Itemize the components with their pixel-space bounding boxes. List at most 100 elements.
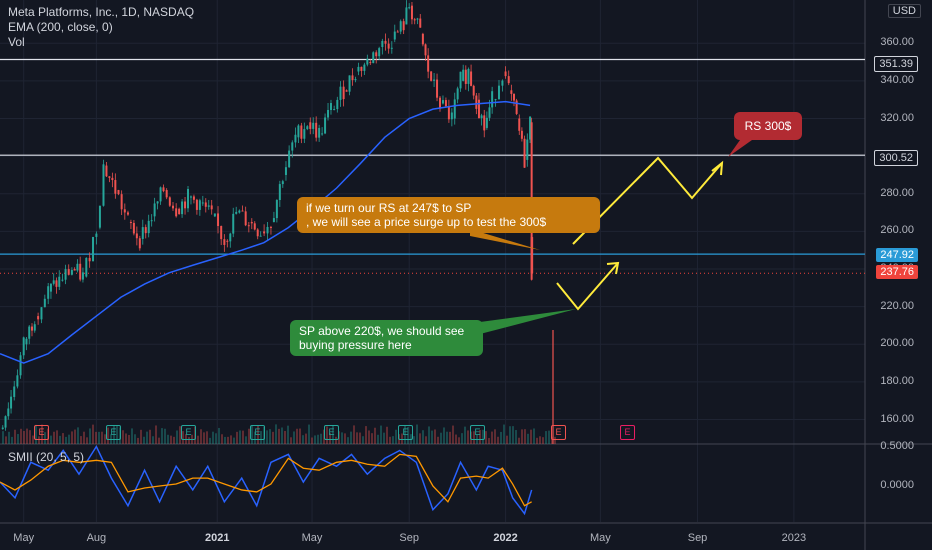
volume-bar <box>29 430 31 444</box>
earnings-badge[interactable]: E <box>181 425 196 440</box>
volume-bar <box>491 431 493 444</box>
volume-bar <box>215 433 217 444</box>
volume-bar <box>83 431 85 444</box>
candle-body <box>229 233 232 242</box>
currency-button[interactable]: USD <box>887 4 921 18</box>
volume-bar <box>80 436 82 444</box>
volume-bar <box>113 425 115 444</box>
volume-bar <box>74 429 76 444</box>
volume-bar <box>347 437 349 444</box>
candle-body <box>529 116 532 140</box>
earnings-badge[interactable]: E <box>106 425 121 440</box>
volume-bar <box>59 435 61 444</box>
volume-bar <box>296 428 298 444</box>
smii-signal-line <box>0 453 532 507</box>
volume-bar <box>227 436 229 444</box>
candle-body <box>92 236 95 262</box>
volume-bar <box>179 426 181 444</box>
candle-body <box>250 222 253 224</box>
earnings-badge[interactable]: E <box>34 425 49 440</box>
candle-body <box>150 220 153 222</box>
candle-body <box>315 122 318 138</box>
candle-body <box>387 43 390 49</box>
candle-body <box>439 97 442 109</box>
volume-bar <box>287 425 289 444</box>
rs-300-annotation[interactable]: RS 300$ <box>734 112 802 140</box>
candle-body <box>144 227 147 234</box>
orange-annotation[interactable]: if we turn our RS at 247$ to SP , we wil… <box>297 197 600 233</box>
volume-bar <box>389 436 391 444</box>
last-price-tag: 237.76 <box>876 265 918 279</box>
candle-body <box>342 86 345 100</box>
candle-body <box>470 71 473 86</box>
candle-body <box>419 18 422 28</box>
price-tick-label: 340.00 <box>880 73 914 86</box>
earnings-badge[interactable]: E <box>620 425 635 440</box>
volume-bar <box>218 427 220 444</box>
volume-bar <box>182 431 184 444</box>
candle-body <box>436 79 439 98</box>
time-tick-label: 2021 <box>204 532 230 544</box>
volume-legend[interactable]: Vol <box>8 35 25 49</box>
volume-bar <box>449 431 451 444</box>
price-tick-label: 220.00 <box>880 299 914 312</box>
candle-body <box>378 48 381 57</box>
earnings-badge[interactable]: E <box>470 425 485 440</box>
candle-body <box>1 427 4 429</box>
smii-legend[interactable]: SMII (20, 5, 5) <box>8 450 85 464</box>
volume-bar <box>368 430 370 444</box>
volume-bar <box>341 432 343 444</box>
candle-body <box>278 184 281 201</box>
candle-body <box>187 189 190 209</box>
candle-body <box>472 85 475 96</box>
volume-bar <box>224 436 226 444</box>
smii-axis-top: 0.5000 <box>880 440 914 450</box>
volume-bar <box>101 431 103 444</box>
price-tick-label: 260.00 <box>880 224 914 237</box>
ema-legend[interactable]: EMA (200, close, 0) <box>8 20 113 34</box>
earnings-badge[interactable]: E <box>551 425 566 440</box>
volume-bar <box>245 436 247 444</box>
earnings-badge[interactable]: E <box>250 425 265 440</box>
earnings-badge[interactable]: E <box>324 425 339 440</box>
candle-body <box>81 272 84 280</box>
candle-body <box>10 396 13 409</box>
candle-body <box>402 21 405 31</box>
volume-bar <box>278 428 280 444</box>
volume-bar <box>56 430 58 444</box>
earnings-badge[interactable]: E <box>398 425 413 440</box>
volume-bar <box>350 431 352 444</box>
volume-bar <box>158 437 160 444</box>
volume-bar <box>251 425 253 444</box>
volume-bar <box>167 434 169 444</box>
volume-bar <box>461 433 463 444</box>
volume-bar <box>281 427 283 444</box>
candle-body <box>510 90 513 94</box>
candle-body <box>70 270 73 275</box>
time-tick-label: May <box>589 532 611 544</box>
volume-bar <box>95 431 97 444</box>
candle-body <box>67 269 70 275</box>
green-annotation[interactable]: SP above 220$, we should see buying pres… <box>290 320 483 356</box>
volume-bar <box>401 433 403 444</box>
volume-bar <box>8 431 10 444</box>
candle-body <box>459 71 462 89</box>
volume-bar <box>320 433 322 444</box>
candle-body <box>369 62 372 64</box>
projection-path-up <box>572 156 723 245</box>
volume-bar <box>503 424 505 444</box>
candle-body <box>220 226 223 240</box>
candle-body <box>259 235 262 237</box>
candle-body <box>375 52 378 57</box>
volume-bar <box>365 426 367 444</box>
candle-body <box>413 19 416 21</box>
volume-bar <box>35 424 37 444</box>
candle-body <box>213 213 216 217</box>
time-tick-label: Sep <box>399 532 419 544</box>
volume-bar <box>329 433 331 444</box>
candle-body <box>189 196 192 198</box>
candle-body <box>526 139 529 160</box>
candle-body <box>467 68 470 84</box>
volume-bar <box>440 432 442 444</box>
